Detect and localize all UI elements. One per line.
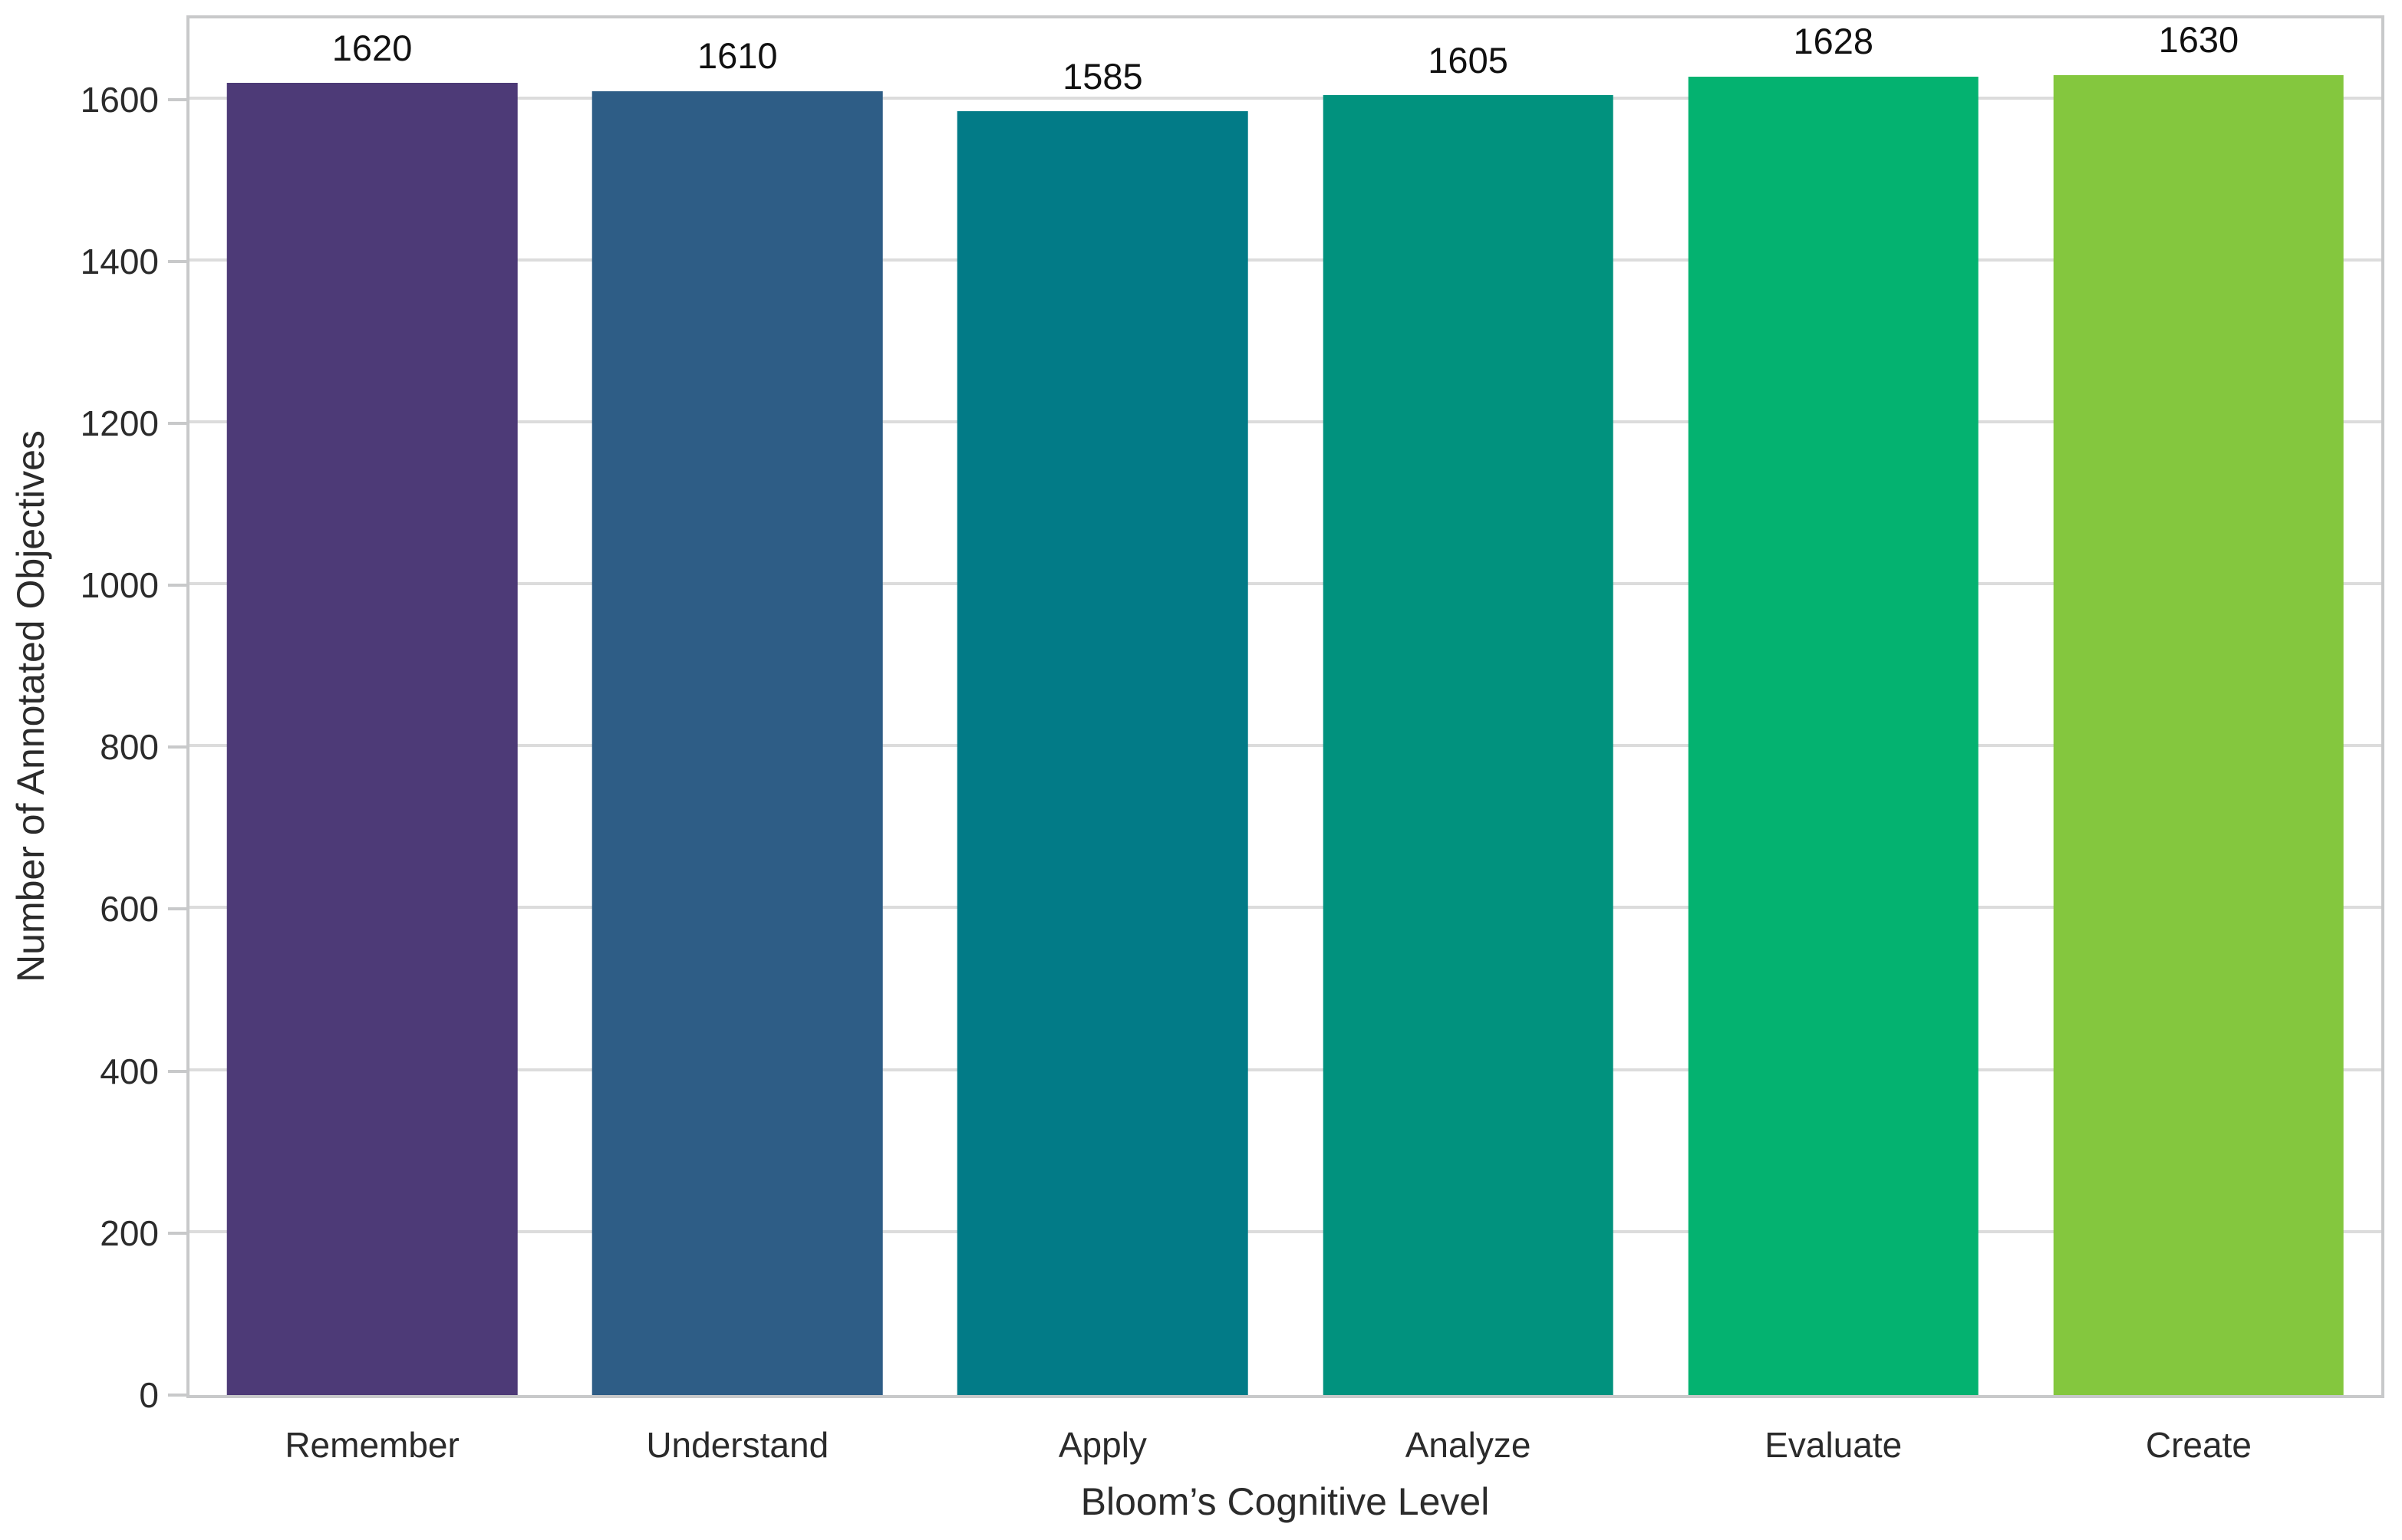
bar bbox=[2053, 74, 2344, 1395]
x-tick-label: Analyze bbox=[1405, 1425, 1531, 1465]
y-tick-label: 1400 bbox=[80, 241, 159, 281]
y-tick-label: 1600 bbox=[80, 79, 159, 120]
bar-value-label: 1628 bbox=[1793, 21, 1874, 62]
gridline bbox=[189, 906, 2381, 910]
y-tick-label: 0 bbox=[139, 1375, 159, 1415]
gridline bbox=[189, 420, 2381, 423]
bar bbox=[226, 83, 518, 1395]
gridline bbox=[189, 96, 2381, 100]
y-tick-mark bbox=[168, 97, 186, 101]
y-tick-label: 1200 bbox=[80, 403, 159, 443]
gridline bbox=[189, 1229, 2381, 1233]
bar-value-label: 1610 bbox=[697, 35, 778, 77]
x-tick-label: Create bbox=[2145, 1425, 2252, 1465]
bar bbox=[591, 91, 883, 1395]
x-tick-label: Remember bbox=[285, 1425, 460, 1465]
y-tick-mark bbox=[168, 1394, 186, 1397]
bar bbox=[1323, 95, 1613, 1395]
y-tick-mark bbox=[168, 1231, 186, 1235]
bar bbox=[1688, 77, 1979, 1395]
y-tick-mark bbox=[168, 745, 186, 749]
plot-area: 1620 1610 1585 1605 1628 1630 bbox=[186, 15, 2384, 1398]
y-tick-label: 400 bbox=[100, 1051, 159, 1091]
gridline bbox=[189, 1068, 2381, 1071]
x-tick-label: Understand bbox=[646, 1425, 829, 1465]
x-axis-label: Bloom’s Cognitive Level bbox=[1080, 1480, 1490, 1523]
bar bbox=[957, 111, 1248, 1395]
y-tick-mark bbox=[168, 421, 186, 425]
y-tick-mark bbox=[168, 907, 186, 911]
bar-value-label: 1585 bbox=[1063, 55, 1143, 97]
y-tick-label: 800 bbox=[100, 727, 159, 768]
y-tick-mark bbox=[168, 584, 186, 587]
y-tick-label: 600 bbox=[100, 889, 159, 930]
y-tick-label: 200 bbox=[100, 1213, 159, 1253]
y-tick-mark bbox=[168, 259, 186, 263]
gridline bbox=[189, 582, 2381, 586]
gridline bbox=[189, 258, 2381, 262]
bar-value-label: 1605 bbox=[1428, 39, 1508, 81]
y-tick-mark bbox=[168, 1069, 186, 1073]
bar-value-label: 1620 bbox=[331, 27, 413, 68]
gridline bbox=[189, 744, 2381, 748]
bar-value-label: 1630 bbox=[2158, 19, 2239, 61]
y-tick-label: 1000 bbox=[80, 565, 159, 606]
x-tick-label: Evaluate bbox=[1764, 1425, 1903, 1465]
x-tick-label: Apply bbox=[1058, 1425, 1147, 1465]
